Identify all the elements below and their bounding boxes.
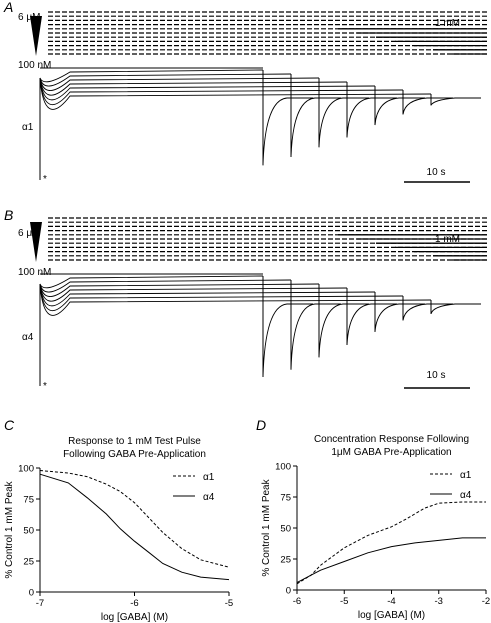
panel-b-asterisk: * bbox=[43, 381, 47, 392]
panel-b-recovery-trace bbox=[290, 303, 341, 370]
panel-a-conc-wedge bbox=[30, 16, 42, 56]
chart-d-series-1 bbox=[296, 501, 486, 585]
panel-d-label: D bbox=[256, 417, 266, 433]
chart-d-series-2 bbox=[296, 537, 486, 584]
chart-d-xlabel: log [GABA] (M) bbox=[358, 610, 425, 621]
panel-a-traces bbox=[30, 11, 487, 183]
panel-b-recovery-trace bbox=[374, 303, 425, 332]
panel-a-pre-trace bbox=[39, 77, 376, 101]
panel-a-pre-trace bbox=[39, 77, 404, 105]
panel-b-pre-trace bbox=[39, 283, 404, 311]
panel-b-conc-high: 6 μM bbox=[18, 228, 40, 239]
chart-d-y-tick-label: 100 bbox=[275, 462, 291, 473]
panel-a-conc-low: 100 nM bbox=[18, 60, 51, 71]
panel-a-scale-label: 10 s bbox=[427, 167, 446, 178]
chart-c-series-2 bbox=[39, 473, 230, 581]
chart-d-x-tick-label: -6 bbox=[293, 596, 301, 607]
panel-a-recovery-trace bbox=[430, 97, 481, 106]
panel-b-label: B bbox=[4, 207, 13, 223]
panel-c-label: C bbox=[4, 417, 15, 433]
panel-b-pre-trace bbox=[39, 283, 432, 316]
panel-b-recovery-trace bbox=[318, 303, 369, 358]
panel-a-conc-high: 6 μM bbox=[18, 12, 40, 23]
chart-c-x-tick-label: -5 bbox=[225, 598, 233, 609]
panel-a-pre-trace bbox=[39, 69, 264, 83]
chart-d-x-tick-label: -5 bbox=[340, 596, 348, 607]
panel-a-recovery-trace bbox=[346, 97, 397, 138]
chart-d-legend-label-1: α1 bbox=[460, 470, 472, 481]
panel-b-recovery-trace bbox=[402, 303, 453, 321]
chart-c-y-tick-label: 0 bbox=[29, 588, 34, 599]
panel-a-pre-trace bbox=[39, 77, 432, 110]
chart-d: Concentration Response Following 1μM GABA… bbox=[261, 434, 490, 621]
chart-d-title: 1μM GABA Pre-Application bbox=[331, 447, 451, 458]
panel-b-subunit: α4 bbox=[22, 332, 34, 343]
panel-b-recovery-trace bbox=[346, 303, 397, 346]
panel-b-pre-trace bbox=[39, 279, 292, 293]
panel-a-recovery-trace bbox=[290, 97, 341, 158]
panel-b-recovery-trace bbox=[430, 303, 481, 315]
panel-a-label: A bbox=[3, 0, 13, 15]
chart-d-x-tick-label: -2 bbox=[482, 596, 490, 607]
chart-c: Response to 1 mM Test Pulse Following GAB… bbox=[4, 436, 233, 623]
panel-b-traces bbox=[30, 217, 487, 389]
chart-c-legend-label-1: α1 bbox=[203, 472, 215, 483]
panel-b-recovery-trace bbox=[262, 303, 313, 377]
chart-c-y-tick-label: 50 bbox=[23, 526, 34, 537]
panel-a-conc-test: 1 mM bbox=[435, 18, 460, 29]
chart-c-legend-label-2: α4 bbox=[203, 492, 215, 503]
chart-d-y-tick-label: 75 bbox=[280, 493, 291, 504]
panel-a-recovery-trace bbox=[374, 97, 425, 126]
chart-c-title: Response to 1 mM Test Pulse bbox=[68, 436, 201, 447]
panel-a-recovery-trace bbox=[318, 97, 369, 148]
panel-b-pre-trace bbox=[39, 283, 376, 307]
chart-d-x-tick-label: -4 bbox=[387, 596, 395, 607]
panel-b-conc-low: 100 nM bbox=[18, 267, 51, 278]
chart-c-title: Following GABA Pre-Application bbox=[63, 449, 206, 460]
panel-a-recovery-trace bbox=[402, 97, 453, 115]
chart-c-y-tick-label: 25 bbox=[23, 557, 34, 568]
panel-a-pre-trace bbox=[39, 73, 292, 87]
chart-d-y-tick-label: 50 bbox=[280, 524, 291, 535]
panel-a-recovery-trace bbox=[262, 97, 313, 166]
chart-c-x-tick-label: -6 bbox=[130, 598, 138, 609]
chart-d-ylabel: % Control 1 mM Peak bbox=[261, 478, 272, 576]
chart-c-x-tick-label: -7 bbox=[36, 598, 44, 609]
chart-d-y-tick-label: 25 bbox=[280, 555, 291, 566]
chart-d-y-tick-label: 0 bbox=[286, 586, 291, 597]
chart-c-y-tick-label: 75 bbox=[23, 495, 34, 506]
chart-d-title: Concentration Response Following bbox=[314, 434, 469, 445]
chart-d-legend-label-2: α4 bbox=[460, 490, 472, 501]
panel-a-subunit: α1 bbox=[22, 122, 34, 133]
chart-c-ylabel: % Control 1 mM Peak bbox=[4, 480, 15, 578]
panel-a-asterisk: * bbox=[43, 174, 47, 185]
panel-b-pre-trace bbox=[39, 275, 264, 289]
panel-b-conc-wedge bbox=[30, 222, 42, 262]
chart-c-xlabel: log [GABA] (M) bbox=[101, 612, 168, 623]
chart-c-series-1 bbox=[39, 470, 230, 568]
chart-d-x-tick-label: -3 bbox=[435, 596, 443, 607]
panel-b-scale-label: 10 s bbox=[427, 370, 446, 381]
chart-c-y-tick-label: 100 bbox=[18, 464, 34, 475]
